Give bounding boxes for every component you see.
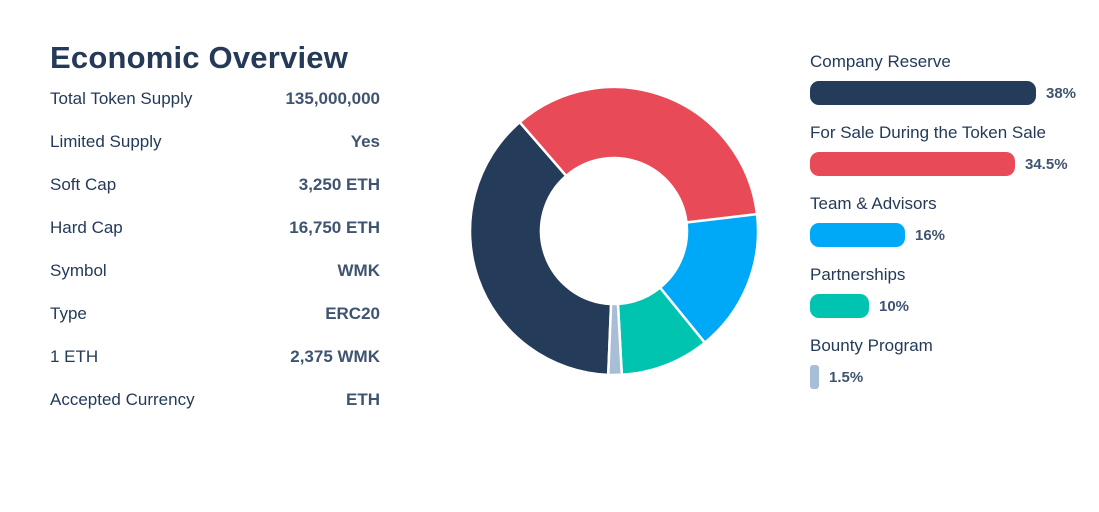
legend-item: Company Reserve 38% — [810, 52, 1090, 123]
overview-value: 2,375 WMK — [290, 347, 380, 366]
overview-row: Accepted Currency ETH — [50, 390, 380, 433]
overview-label: Type — [50, 304, 87, 323]
legend-label: Company Reserve — [810, 52, 951, 71]
overview-value: WMK — [337, 261, 380, 280]
legend-value: 38% — [1046, 85, 1077, 102]
page-title: Economic Overview — [50, 40, 349, 75]
legend-value: 34.5% — [1025, 156, 1068, 173]
legend-bar — [810, 152, 1015, 176]
overview-value: ETH — [346, 390, 380, 409]
overview-value: Yes — [350, 132, 380, 151]
donut-slice — [468, 120, 613, 377]
legend-label: Bounty Program — [810, 336, 933, 355]
overview-value: 16,750 ETH — [289, 218, 380, 237]
legend-label: Partnerships — [810, 265, 906, 284]
legend-value: 16% — [915, 227, 946, 244]
legend-value: 1.5% — [829, 369, 864, 386]
legend-item: Partnerships 10% — [810, 265, 1090, 336]
overview-row: 1 ETH 2,375 WMK — [50, 347, 380, 390]
legend-bar — [810, 81, 1036, 105]
overview-label: Accepted Currency — [50, 390, 195, 409]
donut-slice — [606, 302, 624, 377]
overview-value: 3,250 ETH — [298, 175, 380, 194]
legend-bar — [810, 294, 869, 318]
legend-bar — [810, 223, 905, 247]
legend-label: Team & Advisors — [810, 194, 937, 213]
overview-value: ERC20 — [325, 304, 380, 323]
chart-legend: Company Reserve 38% For Sale During the … — [810, 52, 1090, 407]
overview-label: Hard Cap — [50, 218, 123, 237]
overview-row: Type ERC20 — [50, 304, 380, 347]
legend-item: For Sale During the Token Sale 34.5% — [810, 123, 1090, 194]
overview-row: Hard Cap 16,750 ETH — [50, 218, 380, 261]
overview-label: 1 ETH — [50, 347, 99, 366]
overview-row: Symbol WMK — [50, 261, 380, 304]
overview-value: 135,000,000 — [285, 89, 380, 108]
overview-row: Soft Cap 3,250 ETH — [50, 175, 380, 218]
legend-value: 10% — [879, 298, 910, 315]
donut-slice — [517, 85, 759, 224]
legend-bar — [810, 365, 819, 389]
overview-row: Limited Supply Yes — [50, 132, 380, 175]
overview-row: Total Token Supply 135,000,000 — [50, 89, 380, 132]
legend-label: For Sale During the Token Sale — [810, 123, 1046, 142]
overview-table: Total Token Supply 135,000,000 Limited S… — [50, 89, 380, 433]
overview-label: Symbol — [50, 261, 107, 280]
legend-item: Team & Advisors 16% — [810, 194, 1090, 265]
legend-item: Bounty Program 1.5% — [810, 336, 1090, 407]
donut-chart — [468, 85, 760, 377]
overview-label: Total Token Supply — [50, 89, 193, 108]
overview-label: Limited Supply — [50, 132, 162, 151]
token-distribution-chart — [468, 85, 760, 377]
overview-label: Soft Cap — [50, 175, 117, 194]
